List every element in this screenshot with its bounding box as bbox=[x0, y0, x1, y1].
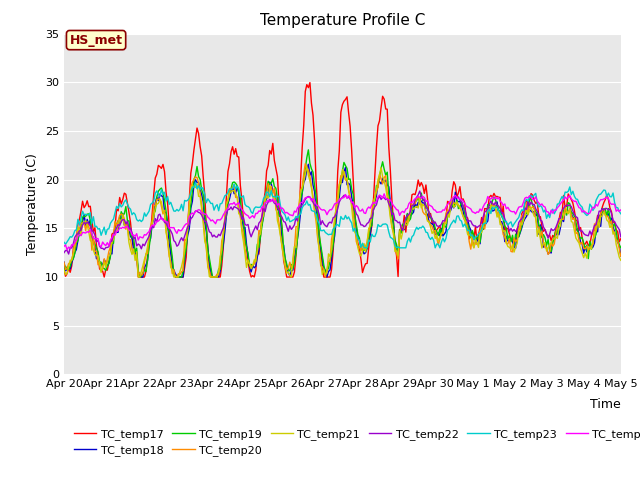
Legend: TC_temp17, TC_temp18, TC_temp19, TC_temp20, TC_temp21, TC_temp22, TC_temp23, TC_: TC_temp17, TC_temp18, TC_temp19, TC_temp… bbox=[70, 424, 640, 460]
Text: HS_met: HS_met bbox=[70, 34, 123, 47]
Line: TC_temp23: TC_temp23 bbox=[64, 182, 621, 248]
Line: TC_temp22: TC_temp22 bbox=[64, 191, 621, 254]
Line: TC_temp19: TC_temp19 bbox=[64, 150, 621, 277]
Text: Time: Time bbox=[590, 398, 621, 411]
Title: Temperature Profile C: Temperature Profile C bbox=[260, 13, 425, 28]
Line: TC_temp18: TC_temp18 bbox=[64, 164, 621, 277]
Y-axis label: Temperature (C): Temperature (C) bbox=[26, 153, 40, 255]
Line: TC_temp17: TC_temp17 bbox=[64, 83, 621, 277]
Line: TC_temp20: TC_temp20 bbox=[64, 164, 621, 277]
Line: TC_temp21: TC_temp21 bbox=[64, 166, 621, 277]
Line: TC_temp24: TC_temp24 bbox=[64, 194, 621, 250]
